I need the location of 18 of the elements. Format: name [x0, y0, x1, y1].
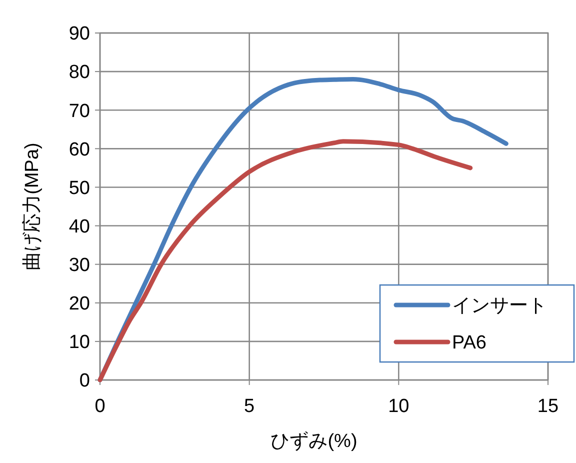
legend-label: インサート — [452, 296, 547, 317]
y-tick-label: 40 — [68, 216, 90, 238]
x-tick-label: 0 — [94, 396, 106, 417]
y-tick-label: 20 — [68, 294, 90, 315]
y-tick-label: 50 — [68, 178, 90, 199]
x-tick-label: 15 — [537, 396, 559, 417]
y-tick-label: 30 — [68, 254, 90, 276]
y-tick-label: 60 — [68, 139, 90, 160]
x-tick-label: 10 — [388, 396, 410, 417]
y-tick-label: 80 — [68, 62, 90, 84]
legend-label: PA6 — [452, 332, 487, 354]
x-tick-label: 5 — [244, 396, 255, 417]
y-tick-label: 70 — [68, 100, 90, 122]
y-tick-label: 0 — [79, 370, 90, 392]
y-axis-title: 曲げ応力(MPa) — [21, 142, 43, 270]
x-axis-title: ひずみ(%) — [270, 431, 358, 452]
y-tick-label: 90 — [68, 24, 90, 45]
y-tick-label: 10 — [68, 332, 90, 354]
